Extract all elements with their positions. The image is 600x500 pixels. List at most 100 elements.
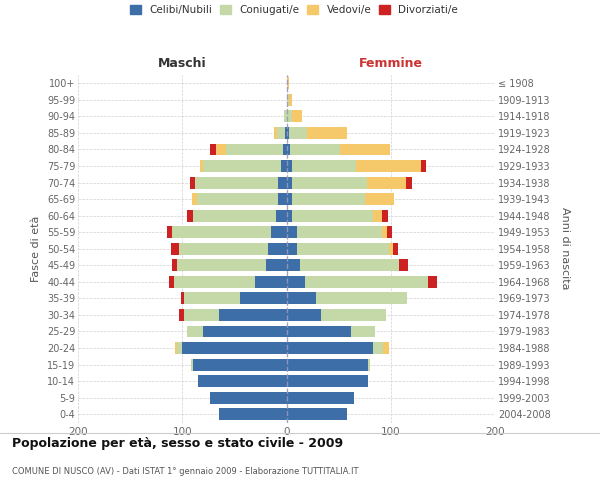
Bar bbox=[287, 342, 373, 354]
Bar bbox=[340, 144, 390, 156]
Bar bbox=[287, 392, 354, 404]
Bar bbox=[172, 260, 177, 272]
Bar bbox=[182, 342, 287, 354]
Bar bbox=[287, 160, 292, 172]
Bar bbox=[287, 408, 347, 420]
Bar bbox=[203, 326, 287, 338]
Bar bbox=[255, 276, 287, 288]
Bar bbox=[287, 78, 289, 89]
Y-axis label: Fasce di età: Fasce di età bbox=[31, 216, 41, 282]
Bar bbox=[274, 127, 277, 139]
Bar bbox=[219, 408, 287, 420]
Bar bbox=[367, 176, 406, 188]
Bar bbox=[193, 210, 276, 222]
Bar bbox=[277, 127, 286, 139]
Bar bbox=[292, 160, 356, 172]
Bar bbox=[171, 243, 179, 254]
Bar bbox=[268, 243, 287, 254]
Bar bbox=[287, 260, 300, 272]
Bar bbox=[287, 309, 321, 321]
Bar bbox=[215, 144, 226, 156]
Bar bbox=[195, 176, 278, 188]
Bar bbox=[175, 342, 177, 354]
Bar bbox=[203, 160, 281, 172]
Bar bbox=[287, 226, 297, 238]
Bar bbox=[287, 292, 316, 304]
Bar bbox=[287, 210, 292, 222]
Bar bbox=[428, 276, 437, 288]
Bar bbox=[287, 144, 290, 156]
Bar bbox=[190, 176, 195, 188]
Legend: Celibi/Nubili, Coniugati/e, Vedovi/e, Divorziati/e: Celibi/Nubili, Coniugati/e, Vedovi/e, Di… bbox=[130, 5, 458, 15]
Bar bbox=[286, 127, 287, 139]
Bar bbox=[167, 226, 172, 238]
Bar bbox=[281, 160, 287, 172]
Bar bbox=[198, 375, 287, 387]
Bar bbox=[287, 326, 351, 338]
Bar bbox=[177, 260, 266, 272]
Bar bbox=[297, 226, 382, 238]
Bar bbox=[300, 260, 399, 272]
Bar bbox=[399, 260, 409, 272]
Y-axis label: Anni di nascita: Anni di nascita bbox=[560, 208, 570, 290]
Bar bbox=[393, 243, 398, 254]
Bar bbox=[389, 243, 393, 254]
Bar bbox=[351, 326, 375, 338]
Bar bbox=[289, 94, 292, 106]
Bar bbox=[287, 193, 292, 205]
Bar bbox=[172, 226, 271, 238]
Bar bbox=[287, 110, 292, 122]
Bar bbox=[184, 309, 219, 321]
Bar bbox=[287, 176, 292, 188]
Bar bbox=[292, 193, 365, 205]
Bar bbox=[239, 292, 287, 304]
Bar bbox=[191, 358, 193, 370]
Bar bbox=[278, 176, 287, 188]
Bar bbox=[292, 110, 302, 122]
Bar bbox=[287, 276, 305, 288]
Bar bbox=[307, 127, 347, 139]
Bar bbox=[305, 276, 428, 288]
Text: COMUNE DI NUSCO (AV) - Dati ISTAT 1° gennaio 2009 - Elaborazione TUTTITALIA.IT: COMUNE DI NUSCO (AV) - Dati ISTAT 1° gen… bbox=[12, 467, 359, 476]
Bar bbox=[184, 292, 239, 304]
Bar bbox=[356, 160, 421, 172]
Bar bbox=[382, 226, 386, 238]
Bar bbox=[197, 193, 278, 205]
Bar bbox=[200, 160, 203, 172]
Bar bbox=[365, 193, 394, 205]
Bar bbox=[169, 276, 174, 288]
Bar bbox=[406, 176, 412, 188]
Bar bbox=[179, 309, 184, 321]
Bar bbox=[290, 144, 340, 156]
Bar bbox=[321, 309, 386, 321]
Bar bbox=[386, 226, 392, 238]
Bar bbox=[193, 358, 287, 370]
Bar bbox=[289, 127, 307, 139]
Bar bbox=[187, 326, 203, 338]
Bar bbox=[181, 292, 184, 304]
Bar bbox=[226, 144, 283, 156]
Text: Popolazione per età, sesso e stato civile - 2009: Popolazione per età, sesso e stato civil… bbox=[12, 438, 343, 450]
Bar bbox=[287, 358, 368, 370]
Bar bbox=[287, 94, 289, 106]
Bar bbox=[211, 144, 215, 156]
Bar bbox=[276, 210, 287, 222]
Bar bbox=[292, 176, 367, 188]
Bar bbox=[383, 342, 389, 354]
Bar bbox=[278, 193, 287, 205]
Bar bbox=[316, 292, 407, 304]
Text: Maschi: Maschi bbox=[158, 57, 206, 70]
Bar bbox=[283, 144, 287, 156]
Bar bbox=[177, 342, 182, 354]
Bar bbox=[219, 309, 287, 321]
Bar bbox=[266, 260, 287, 272]
Bar bbox=[191, 193, 197, 205]
Bar bbox=[284, 110, 287, 122]
Text: Femmine: Femmine bbox=[359, 57, 423, 70]
Bar bbox=[373, 210, 382, 222]
Bar bbox=[382, 210, 388, 222]
Bar bbox=[421, 160, 426, 172]
Bar bbox=[179, 243, 268, 254]
Bar bbox=[174, 276, 255, 288]
Bar bbox=[187, 210, 193, 222]
